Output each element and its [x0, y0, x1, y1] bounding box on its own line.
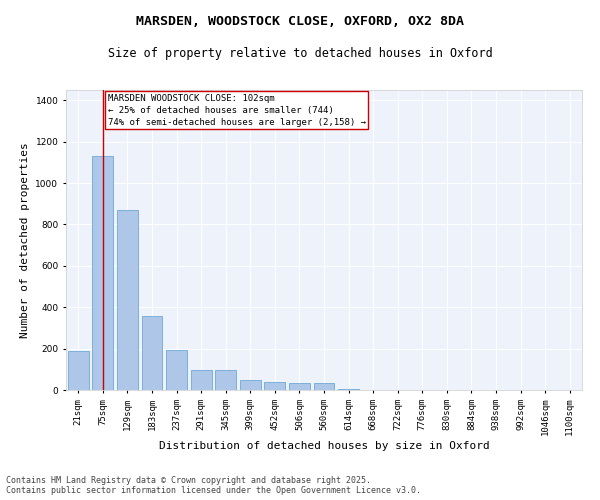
Text: MARSDEN, WOODSTOCK CLOSE, OXFORD, OX2 8DA: MARSDEN, WOODSTOCK CLOSE, OXFORD, OX2 8D…: [136, 15, 464, 28]
Bar: [166, 350, 187, 390]
Bar: [68, 350, 89, 390]
Bar: [289, 383, 310, 390]
X-axis label: Distribution of detached houses by size in Oxford: Distribution of detached houses by size …: [158, 441, 490, 451]
Bar: [314, 383, 334, 390]
Bar: [215, 370, 236, 390]
Bar: [92, 156, 113, 390]
Text: Size of property relative to detached houses in Oxford: Size of property relative to detached ho…: [107, 48, 493, 60]
Text: MARSDEN WOODSTOCK CLOSE: 102sqm
← 25% of detached houses are smaller (744)
74% o: MARSDEN WOODSTOCK CLOSE: 102sqm ← 25% of…: [108, 94, 366, 126]
Bar: [240, 380, 261, 390]
Bar: [142, 316, 163, 390]
Bar: [338, 389, 359, 390]
Y-axis label: Number of detached properties: Number of detached properties: [20, 142, 30, 338]
Bar: [265, 382, 286, 390]
Bar: [117, 210, 138, 390]
Bar: [191, 370, 212, 390]
Text: Contains HM Land Registry data © Crown copyright and database right 2025.
Contai: Contains HM Land Registry data © Crown c…: [6, 476, 421, 495]
